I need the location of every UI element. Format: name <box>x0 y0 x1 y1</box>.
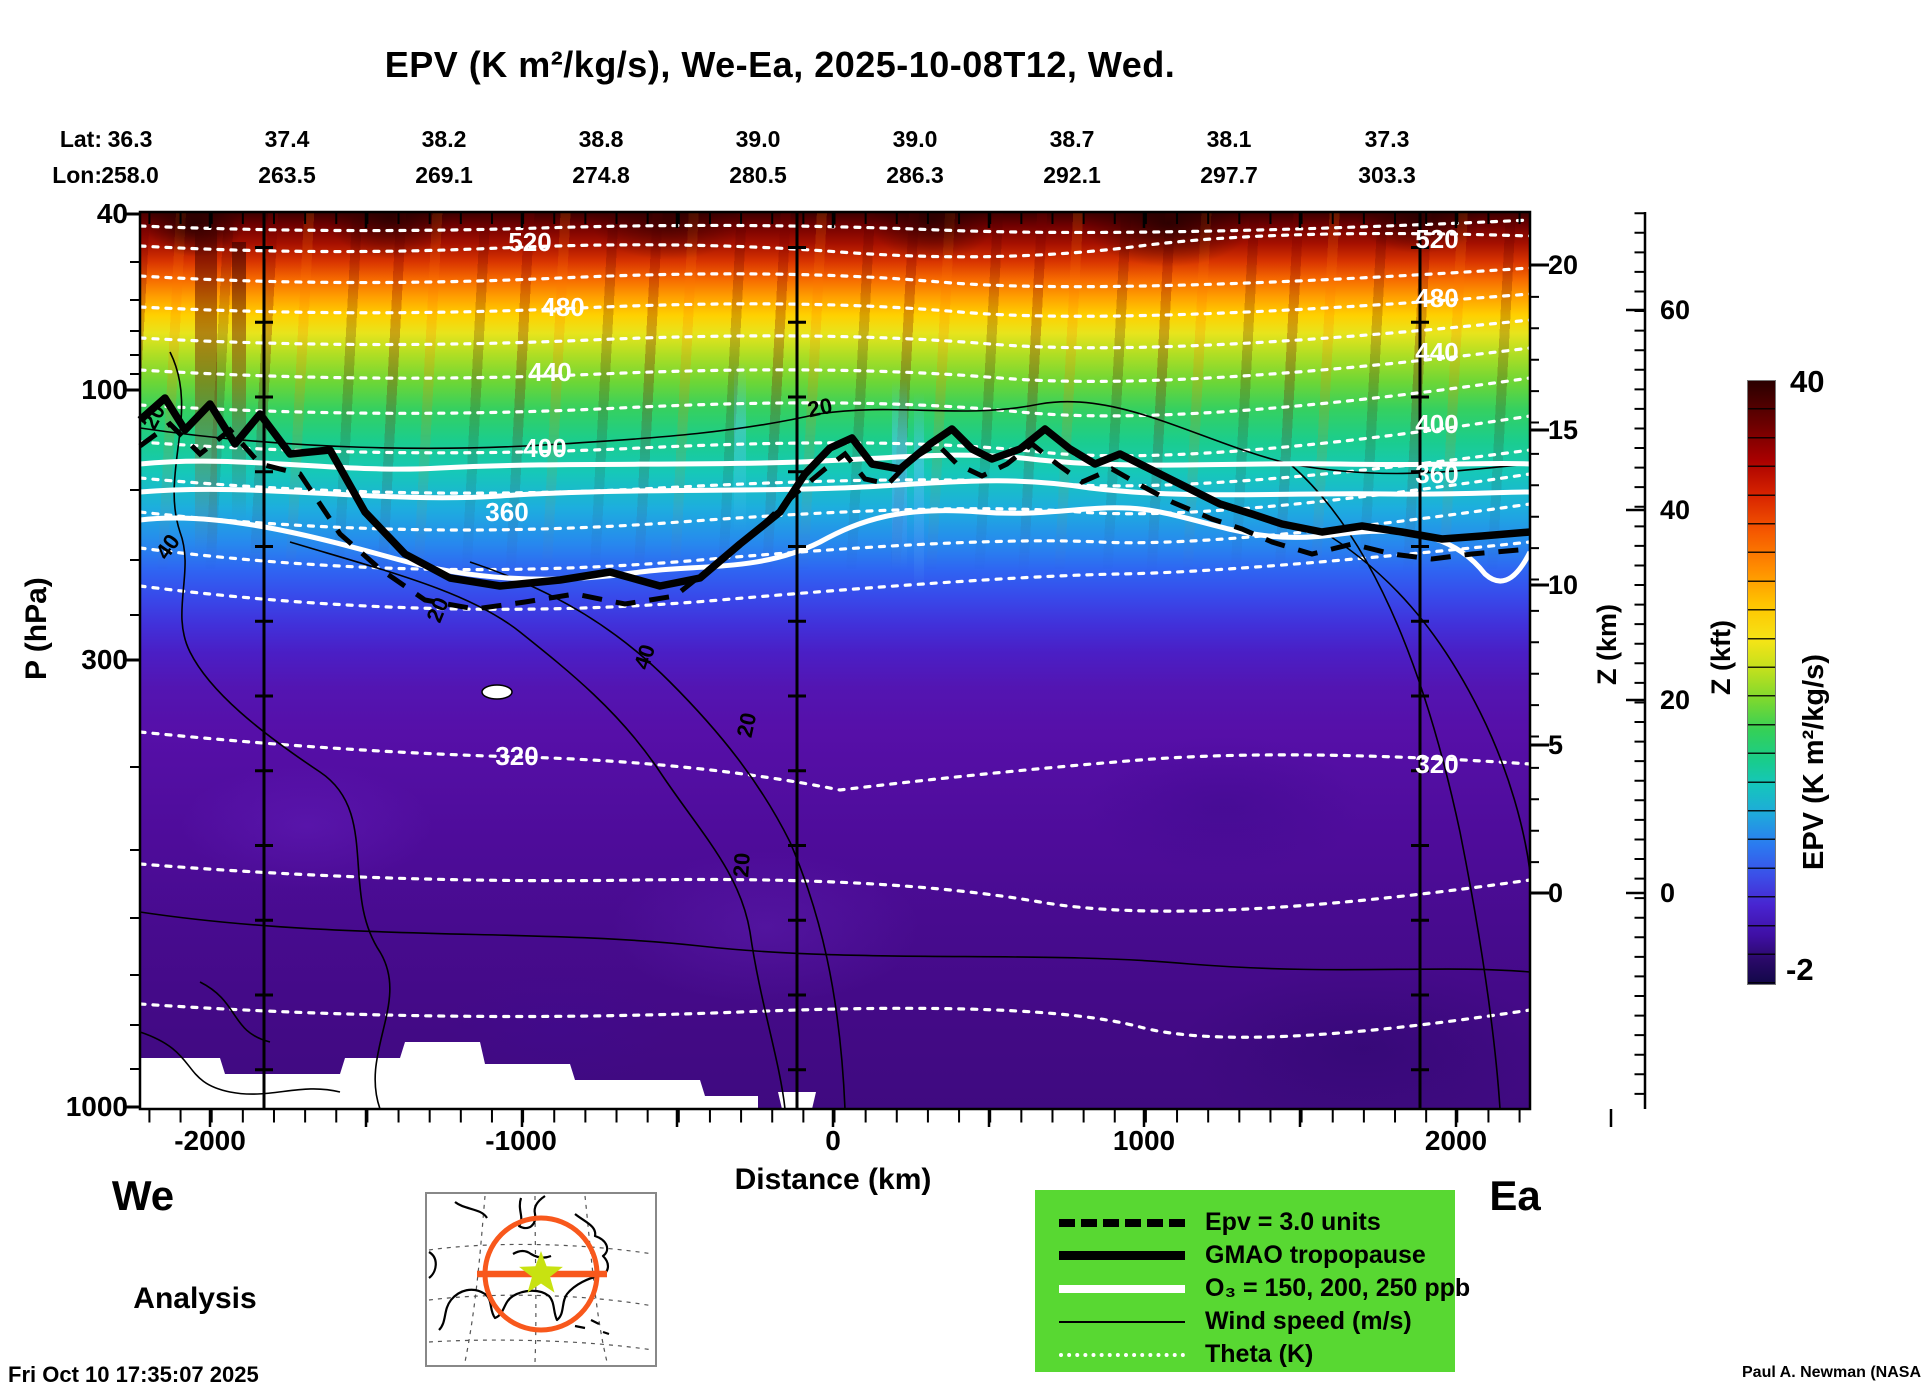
legend: Epv = 3.0 units GMAO tropopause O₃ = 150… <box>1035 1190 1470 1372</box>
map-coastline <box>428 1195 610 1336</box>
x-axis-tick: -1000 <box>485 1125 557 1156</box>
epv-colorbar <box>1747 380 1776 985</box>
high-epv-blobs <box>140 212 1530 338</box>
legend-item-theta: Theta (K) <box>1059 1338 1455 1371</box>
legend-item-ozone: O₃ = 150, 200, 250 ppb <box>1059 1272 1470 1305</box>
p-axis-tick: 1000 <box>65 1091 128 1122</box>
lon-value: 297.7 <box>1200 162 1258 188</box>
z-km-tick: 20 <box>1548 250 1579 280</box>
x-axis-tick: -2000 <box>174 1125 246 1156</box>
legend-item-wind: Wind speed (m/s) <box>1059 1305 1455 1338</box>
p-axis-tick: 40 <box>96 198 128 229</box>
legend-label: GMAO tropopause <box>1205 1241 1426 1269</box>
lat-value: 37.4 <box>264 126 310 152</box>
z-km-tick: 5 <box>1548 730 1564 760</box>
lat-value: 37.3 <box>1364 126 1410 152</box>
ozone-line-swatch <box>1059 1284 1185 1293</box>
lat-value: 38.2 <box>421 126 467 152</box>
colorbar-max: 40 <box>1790 364 1825 399</box>
lat-value: 38.8 <box>578 126 624 152</box>
lon-value: 286.3 <box>886 162 944 188</box>
z-km-axis-label: Z (km) <box>1592 604 1622 685</box>
p-axis-tick: 300 <box>81 644 128 675</box>
x-axis-tick: 0 <box>825 1125 841 1156</box>
tropopause-line-swatch <box>1059 1251 1185 1260</box>
lat-value: 39.0 <box>892 126 938 152</box>
legend-item-epv3: Epv = 3.0 units <box>1059 1206 1455 1239</box>
west-endpoint-label: We <box>111 1172 175 1219</box>
lon-value: 292.1 <box>1043 162 1101 188</box>
page-title: EPV (K m²/kg/s), We-Ea, 2025-10-08T12, W… <box>384 44 1176 85</box>
p-axis-tick: 100 <box>81 374 128 405</box>
lon-value: 274.8 <box>572 162 630 188</box>
lat-value: 39.0 <box>735 126 781 152</box>
legend-item-tropopause: GMAO tropopause <box>1059 1239 1455 1272</box>
lon-value: 303.3 <box>1358 162 1416 188</box>
timestamp: Fri Oct 10 17:35:07 2025 <box>8 1362 259 1387</box>
z-km-tick: 15 <box>1548 415 1579 445</box>
lat-value: 36.3 <box>107 126 153 152</box>
map-inset <box>425 1192 657 1367</box>
analysis-label: Analysis <box>133 1282 257 1315</box>
lat-row-label: Lat: <box>59 126 102 152</box>
z-km-tick: 10 <box>1548 570 1579 600</box>
theta-line-swatch <box>1059 1352 1185 1357</box>
location-star <box>519 1251 563 1293</box>
lon-value: 258.0 <box>101 162 159 188</box>
colorbar-min: -2 <box>1786 952 1814 987</box>
x-axis-label: Distance (km) <box>734 1163 932 1196</box>
p-axis-label: P (hPa) <box>20 577 53 680</box>
z-kft-axis-label: Z (kft) <box>1706 620 1736 695</box>
legend-label: Theta (K) <box>1205 1340 1314 1368</box>
z-km-tick: 0 <box>1548 878 1564 908</box>
east-endpoint-label: Ea <box>1489 1172 1541 1219</box>
z-kft-tick: 40 <box>1660 495 1691 525</box>
epv3-line-swatch <box>1059 1218 1185 1227</box>
lat-value: 38.1 <box>1206 126 1252 152</box>
x-axis-tick: 1000 <box>1112 1125 1176 1156</box>
credit: Paul A. Newman (NASA <box>1742 1364 1921 1381</box>
lat-value: 38.7 <box>1049 126 1095 152</box>
lon-value: 269.1 <box>415 162 473 188</box>
legend-label: O₃ = 150, 200, 250 ppb <box>1205 1274 1471 1302</box>
legend-label: Wind speed (m/s) <box>1205 1307 1412 1335</box>
legend-label: Epv = 3.0 units <box>1205 1208 1381 1236</box>
z-kft-tick: 0 <box>1660 878 1676 908</box>
tropospheric-purple-blotches <box>140 705 1530 1109</box>
z-kft-tick: 60 <box>1660 295 1691 325</box>
wind-line-swatch <box>1059 1320 1185 1323</box>
colorbar-label: EPV (K m²/kg/s) <box>1798 654 1830 870</box>
epv-filled-contour-field <box>140 212 1530 1109</box>
lon-row-label: Lon: <box>52 162 102 188</box>
x-axis-tick: 2000 <box>1424 1125 1488 1156</box>
crosshair-circle <box>482 1215 600 1333</box>
lon-value: 263.5 <box>258 162 316 188</box>
lon-value: 280.5 <box>729 162 787 188</box>
z-kft-tick: 20 <box>1660 685 1691 715</box>
z-kft-axis <box>1626 212 1647 1109</box>
